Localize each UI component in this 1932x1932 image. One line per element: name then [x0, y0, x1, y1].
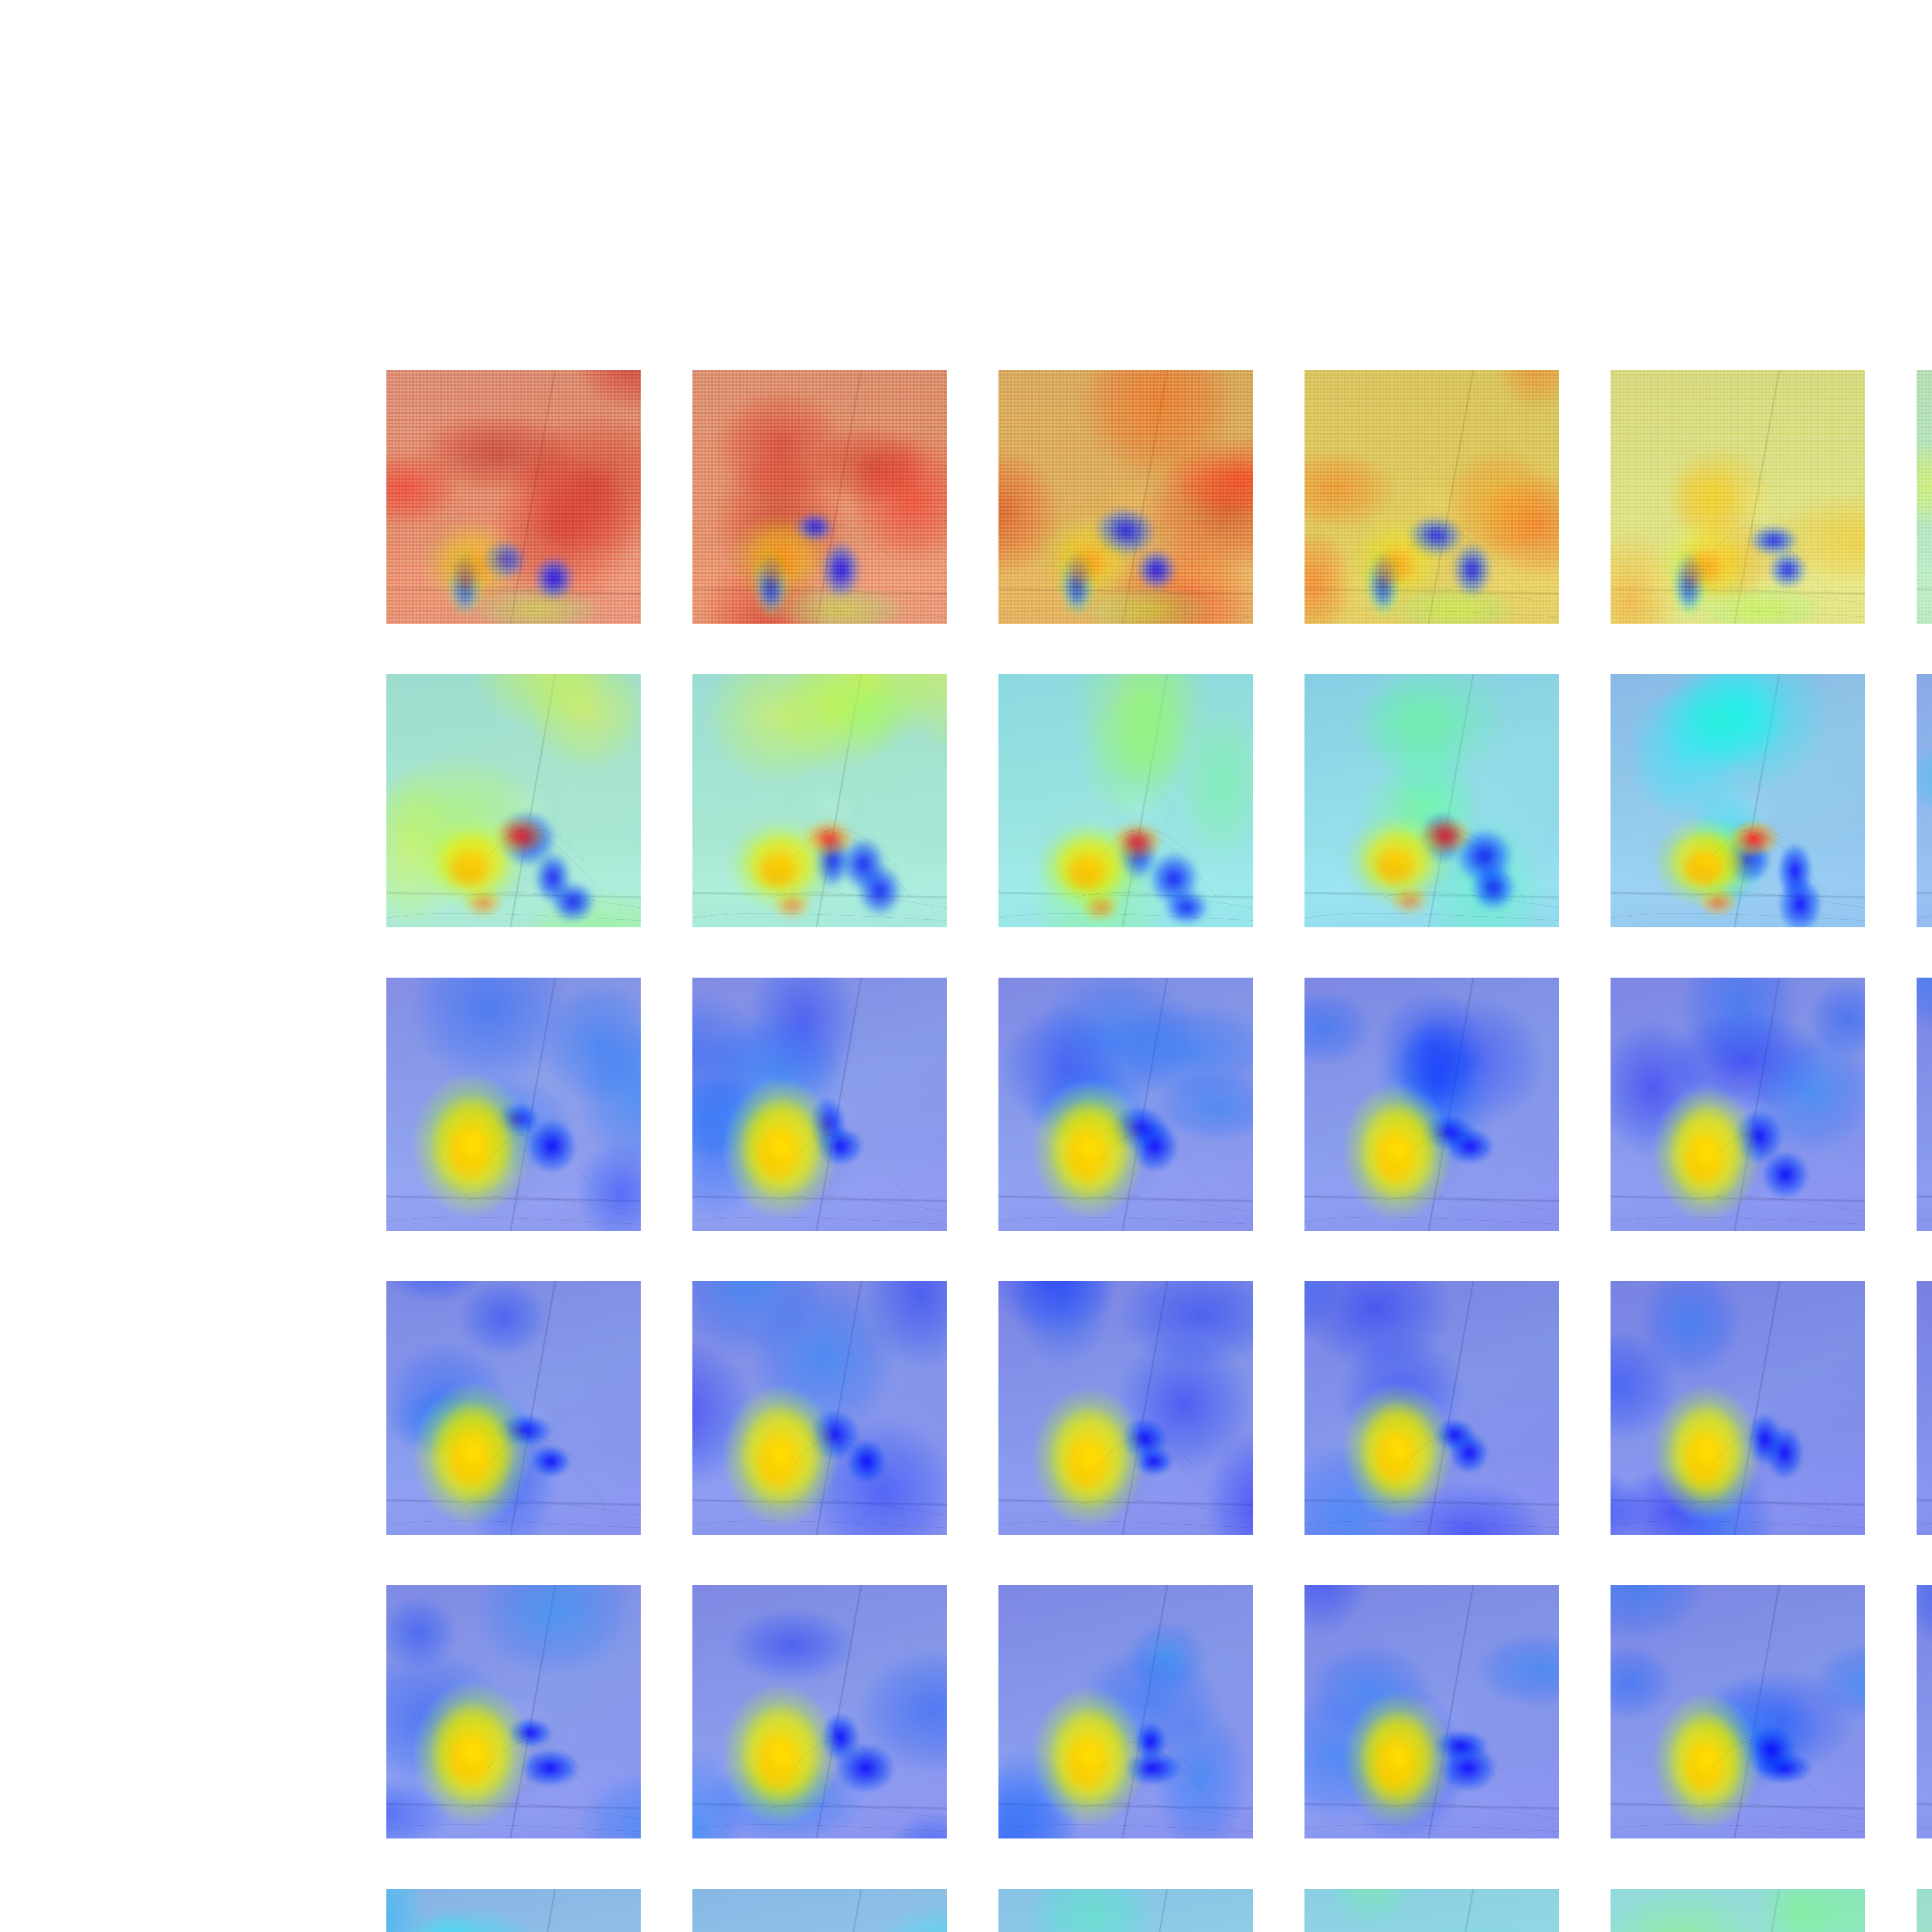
panel-r2c2: [692, 674, 947, 927]
panel-r1c2: [692, 370, 947, 624]
pixel-noise-overlay: [1917, 370, 1932, 624]
panel-r1c1: [386, 370, 641, 624]
panel-r1c3: [998, 370, 1253, 624]
panel-r4c6: [1917, 1281, 1932, 1535]
panel-r6c3: [998, 1889, 1253, 1932]
panel-r1c5: [1611, 370, 1865, 624]
panel-r6c2: [692, 1889, 947, 1932]
panel-r5c6: [1917, 1585, 1932, 1838]
panel-r1c4: [1304, 370, 1559, 624]
panel-r4c1: [386, 1281, 641, 1535]
heatmap-panel-grid: [386, 370, 1932, 1932]
figure-canvas: [0, 0, 1932, 1932]
panel-r6c4: [1304, 1889, 1559, 1932]
pixel-noise-overlay: [386, 370, 641, 624]
panel-r3c1: [386, 978, 641, 1231]
panel-r3c3: [998, 978, 1253, 1231]
panel-r5c1: [386, 1585, 641, 1838]
panel-r2c5: [1611, 674, 1865, 927]
panel-r3c6: [1917, 978, 1932, 1231]
panel-r5c3: [998, 1585, 1253, 1838]
pixel-noise-overlay: [998, 370, 1253, 624]
panel-r6c5: [1611, 1889, 1865, 1932]
panel-r2c6: [1917, 674, 1932, 927]
panel-r5c5: [1611, 1585, 1865, 1838]
pixel-noise-overlay: [692, 370, 947, 624]
panel-r3c2: [692, 978, 947, 1231]
panel-r3c5: [1611, 978, 1865, 1231]
panel-r6c1: [386, 1889, 641, 1932]
panel-r4c3: [998, 1281, 1253, 1535]
panel-r4c4: [1304, 1281, 1559, 1535]
panel-r4c5: [1611, 1281, 1865, 1535]
panel-r4c2: [692, 1281, 947, 1535]
panel-r2c4: [1304, 674, 1559, 927]
panel-r2c3: [998, 674, 1253, 927]
panel-r1c6: [1917, 370, 1932, 624]
panel-r5c2: [692, 1585, 947, 1838]
panel-r6c6: [1917, 1889, 1932, 1932]
panel-r5c4: [1304, 1585, 1559, 1838]
panel-r3c4: [1304, 978, 1559, 1231]
pixel-noise-overlay: [1611, 370, 1865, 624]
panel-r2c1: [386, 674, 641, 927]
pixel-noise-overlay: [1304, 370, 1559, 624]
